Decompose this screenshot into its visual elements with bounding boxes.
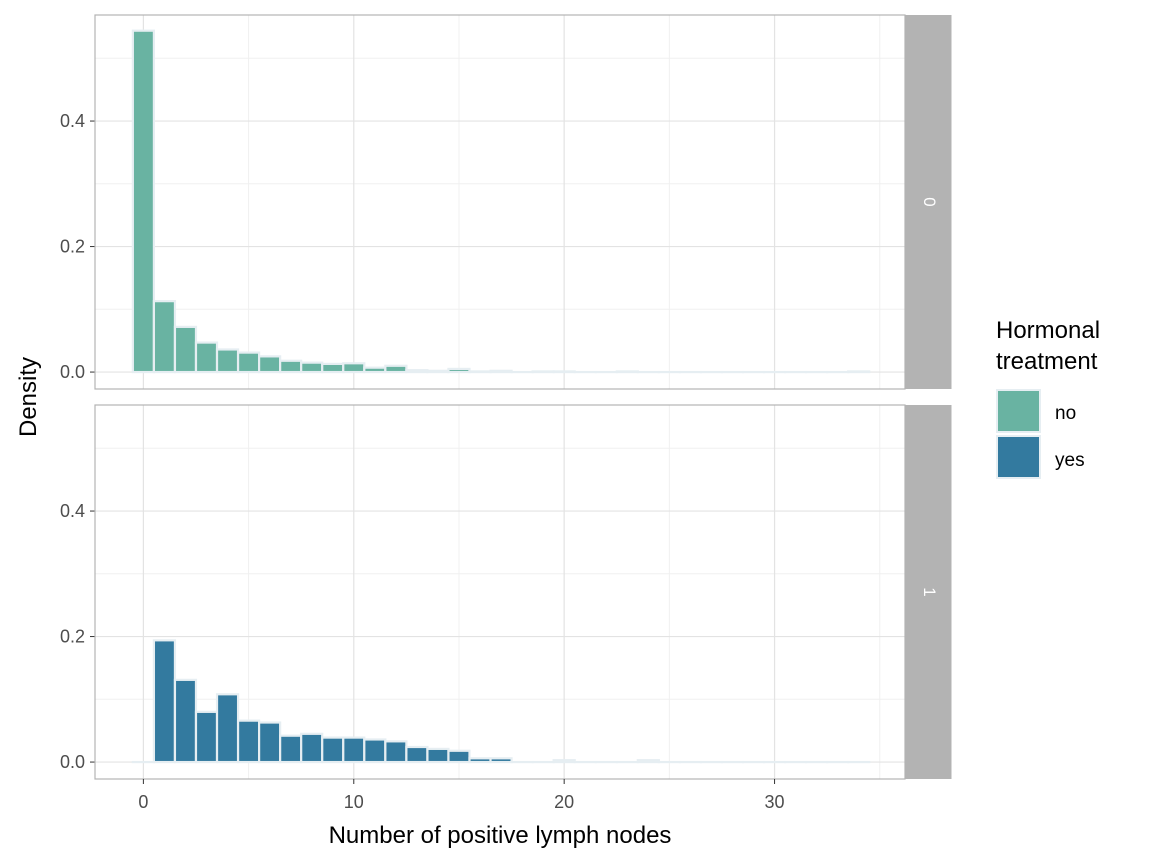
histogram-bar xyxy=(468,370,492,374)
legend-key-no xyxy=(996,389,1041,433)
histogram-bar xyxy=(489,369,513,374)
histogram-bar xyxy=(636,759,660,764)
histogram-bar xyxy=(405,369,429,374)
histogram-bar xyxy=(300,361,324,374)
histogram-bar xyxy=(258,355,282,374)
histogram-bar xyxy=(447,367,471,374)
histogram-bar xyxy=(847,370,871,374)
y-tick-label: 0.0 xyxy=(60,752,85,772)
histogram-bar xyxy=(363,366,387,374)
histogram-bar xyxy=(194,341,219,374)
histogram-bar xyxy=(384,740,408,764)
histogram-bar xyxy=(405,745,429,764)
panels-layer: 0.00.20.400.00.20.410 10 20 30 xyxy=(60,14,952,812)
x-tick-label: 30 xyxy=(765,792,785,812)
histogram-bar xyxy=(279,734,303,764)
panel-0: 0.0 0.2 0.4 0 xyxy=(60,14,952,390)
histogram-bar xyxy=(426,747,450,764)
histogram-bar xyxy=(173,678,198,764)
panel-1: 0.0 0.2 0.4 1 xyxy=(60,404,952,780)
histogram-bar xyxy=(489,757,513,764)
histogram-bar xyxy=(552,370,576,374)
histogram-bar xyxy=(468,757,492,764)
histogram-bar xyxy=(258,721,282,764)
y-axis-title: Density xyxy=(15,357,42,437)
histogram-bar xyxy=(552,759,576,764)
histogram-bar xyxy=(447,749,471,764)
y-tick-label: 0.4 xyxy=(60,501,85,521)
facet-strip-label: 1 xyxy=(920,587,939,596)
panel-border xyxy=(94,404,906,780)
legend-key-yes xyxy=(996,435,1041,479)
panel-border xyxy=(94,14,906,390)
histogram-bar xyxy=(173,325,198,374)
x-tick-label: 20 xyxy=(554,792,574,812)
x-axis-title: Number of positive lymph nodes xyxy=(329,822,672,849)
histogram-bar xyxy=(321,362,345,374)
histogram-bar xyxy=(152,300,177,374)
histogram-bar xyxy=(152,639,177,764)
histogram-bar xyxy=(531,370,555,374)
legend-title-line-1: Hormonal xyxy=(996,317,1100,344)
panel-background xyxy=(95,15,905,389)
histogram-bar xyxy=(321,736,345,764)
y-tick-label: 0.4 xyxy=(60,111,85,131)
legend: Hormonal treatment no yes xyxy=(996,317,1100,479)
histogram-bar xyxy=(342,362,366,374)
legend-label-yes: yes xyxy=(1055,450,1085,471)
histogram-bar xyxy=(194,710,219,764)
y-tick-label: 0.2 xyxy=(60,627,85,647)
histogram-bar xyxy=(426,369,450,374)
facet-strip xyxy=(905,15,952,389)
histogram-bar xyxy=(384,364,408,374)
histogram-bar xyxy=(131,29,156,374)
legend-label-no: no xyxy=(1055,403,1076,424)
x-tick-label: 10 xyxy=(344,792,364,812)
histogram-bar xyxy=(363,738,387,764)
histogram-bar xyxy=(615,370,639,374)
histogram-bar xyxy=(215,693,240,764)
histogram-bar xyxy=(236,719,261,764)
y-tick-label: 0.0 xyxy=(60,362,85,382)
histogram-bar xyxy=(300,732,324,764)
histogram-bar xyxy=(215,348,240,374)
x-tick-label: 0 xyxy=(138,792,148,812)
y-tick-label: 0.2 xyxy=(60,237,85,257)
histogram-bar xyxy=(342,736,366,764)
facet-strip-label: 0 xyxy=(920,197,939,206)
legend-title-line-2: treatment xyxy=(996,348,1098,375)
facet-strip xyxy=(905,405,952,779)
histogram-bar xyxy=(236,351,261,374)
histogram-bar xyxy=(279,359,303,374)
